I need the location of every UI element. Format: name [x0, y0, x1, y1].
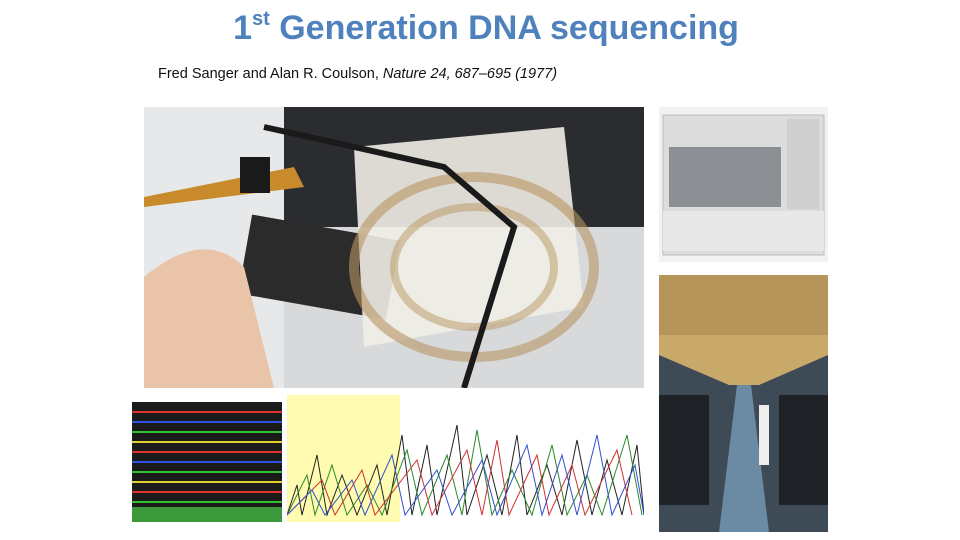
title-superscript: st: [251, 8, 270, 30]
citation: Fred Sanger and Alan R. Coulson, Nature …: [158, 66, 557, 82]
citation-reference: Nature 24, 687–695 (1977): [382, 66, 558, 82]
title-text: Generation DNA sequencing: [279, 9, 739, 47]
sequencer-machine-photo: [659, 107, 828, 262]
photo-art: [659, 107, 828, 262]
gel-image: [132, 402, 282, 522]
photo-art: [132, 402, 282, 522]
slide-title: 1st Generation DNA sequencing: [0, 8, 960, 48]
citation-authors: Fred Sanger and Alan R. Coulson,: [158, 66, 379, 82]
sequencing-facility-photo: [659, 275, 828, 532]
title-number: 1: [233, 9, 252, 47]
photo-art: [287, 395, 644, 522]
chromatogram-image: [287, 395, 644, 522]
photo-art: [144, 107, 644, 388]
photo-art: [659, 275, 828, 532]
capillary-array-photo: [144, 107, 644, 388]
